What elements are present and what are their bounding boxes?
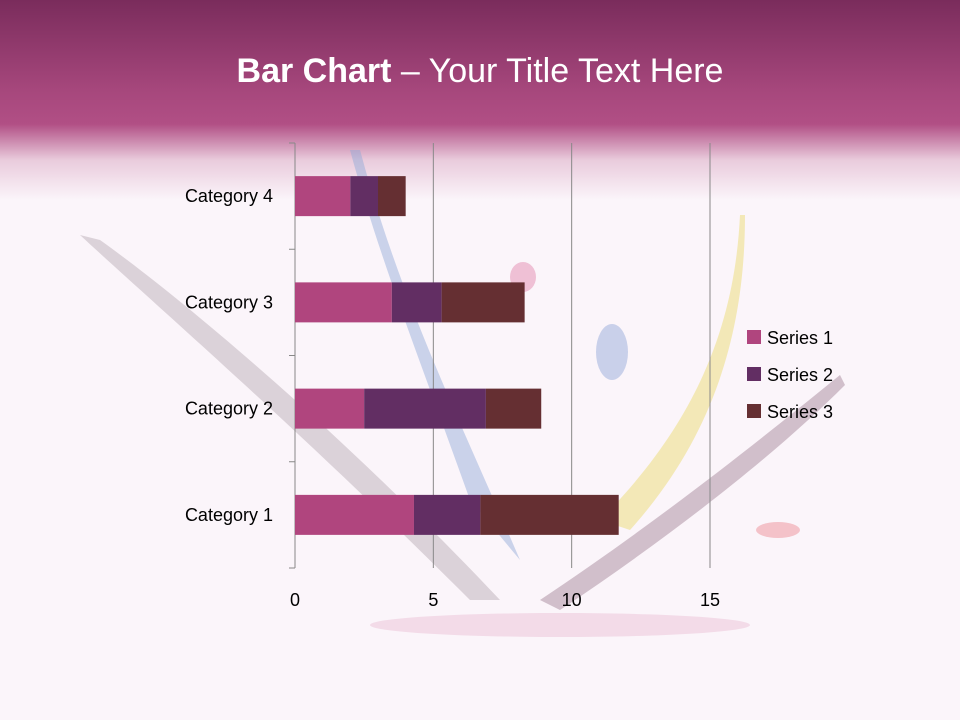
legend-label: Series 3 [767, 402, 833, 422]
category-label: Category 4 [185, 186, 273, 206]
legend-swatch [747, 404, 761, 418]
title-rest: – Your Title Text Here [391, 52, 724, 90]
bar-series-2 [364, 388, 486, 429]
legend-swatch [747, 367, 761, 381]
x-tick-label: 0 [290, 590, 300, 610]
x-tick-label: 10 [562, 590, 582, 610]
title-bold: Bar Chart [236, 52, 392, 90]
category-label: Category 2 [185, 399, 273, 419]
bar-series-1 [295, 176, 351, 217]
bar-series-1 [295, 282, 392, 323]
slide-title: Bar Chart – Your Title Text Here [0, 52, 960, 91]
x-tick-label: 15 [700, 590, 720, 610]
category-label: Category 3 [185, 292, 273, 312]
bar-series-3 [378, 176, 406, 217]
bar-series-3 [441, 282, 525, 323]
bar-series-2 [350, 176, 378, 217]
title-banner [0, 0, 960, 200]
bar-series-2 [391, 282, 442, 323]
bar-series-2 [413, 494, 481, 535]
category-label: Category 1 [185, 505, 273, 525]
x-tick-label: 5 [428, 590, 438, 610]
legend-swatch [747, 330, 761, 344]
bar-series-1 [295, 494, 414, 535]
legend-label: Series 2 [767, 365, 833, 385]
legend-label: Series 1 [767, 328, 833, 348]
bar-series-1 [295, 388, 365, 429]
bar-series-3 [485, 388, 542, 429]
bar-series-3 [480, 494, 619, 535]
